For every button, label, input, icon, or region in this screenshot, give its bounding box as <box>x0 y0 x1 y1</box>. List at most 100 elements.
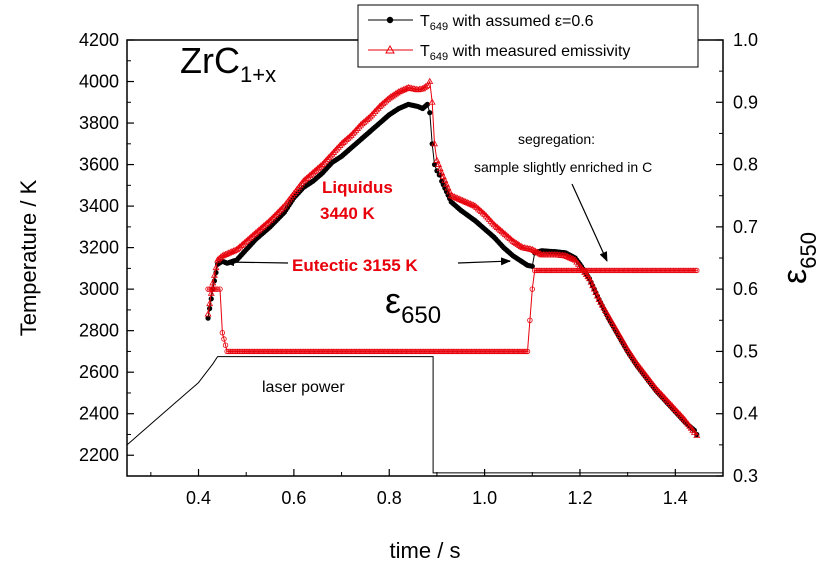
data-point <box>514 240 522 247</box>
data-point <box>269 213 277 220</box>
data-point <box>366 113 374 120</box>
data-point <box>322 157 330 164</box>
data-point <box>427 110 433 116</box>
svg-text:ε650: ε650 <box>776 232 821 284</box>
data-point <box>369 109 377 116</box>
legend-marker-red-triangle <box>385 44 395 54</box>
x-axis-ticks: 0.4 0.6 0.8 1.0 1.2 1.4 <box>150 469 688 508</box>
y-left-tick-label: 2800 <box>79 321 119 341</box>
data-point <box>268 215 276 222</box>
data-point <box>433 156 441 163</box>
data-point <box>435 160 442 167</box>
data-point <box>465 199 473 206</box>
x-tick-label: 1.4 <box>663 488 688 508</box>
annotation-eutectic: Eutectic 3155 K <box>292 256 418 275</box>
data-point <box>331 146 339 154</box>
data-point <box>336 141 344 148</box>
data-point <box>319 160 326 167</box>
data-point <box>457 196 465 203</box>
data-point <box>533 248 541 255</box>
data-point <box>323 155 331 162</box>
annotation-epsilon-symbol: ε <box>385 280 401 321</box>
data-point <box>221 336 227 342</box>
series-3 <box>126 356 723 474</box>
data-point <box>226 348 232 355</box>
legend-label-red: T649 with measured emissivity <box>420 43 630 63</box>
data-point <box>438 169 446 176</box>
data-point <box>455 195 463 202</box>
data-point <box>236 348 242 355</box>
y-right-tick-label: 0.8 <box>733 155 758 175</box>
data-point <box>450 193 458 200</box>
data-point <box>463 198 471 206</box>
y-left-tick-label: 2400 <box>79 404 119 424</box>
data-point <box>214 286 221 292</box>
chart-title-subscript: 1+x <box>240 62 276 87</box>
data-point <box>422 82 430 90</box>
data-point <box>238 348 244 355</box>
data-point <box>536 267 543 274</box>
data-point <box>527 317 533 323</box>
data-point <box>439 172 447 180</box>
data-point <box>274 208 282 215</box>
data-point <box>350 128 358 135</box>
data-point <box>447 191 455 199</box>
data-point <box>374 104 382 111</box>
data-point <box>387 93 395 100</box>
data-point <box>349 129 357 137</box>
y-right-axis-label-subscript: 650 <box>796 232 821 269</box>
data-point <box>529 286 535 292</box>
data-point <box>531 247 539 254</box>
data-point <box>528 245 536 253</box>
data-point <box>346 133 353 140</box>
data-point <box>441 176 449 183</box>
y-left-tick-label: 4200 <box>79 30 119 50</box>
data-point <box>550 267 556 274</box>
data-point <box>385 94 393 101</box>
y-left-tick-label: 3400 <box>79 196 119 216</box>
legend: T649 with assumed ε=0.6 T649 with measur… <box>357 4 699 68</box>
data-point <box>562 267 568 274</box>
data-point <box>454 194 462 201</box>
data-point <box>213 286 219 292</box>
data-point <box>535 249 543 256</box>
eutectic-arrow-right <box>457 257 511 266</box>
data-point <box>431 139 439 147</box>
y-right-tick-label: 0.5 <box>733 341 758 361</box>
x-tick-label: 1.0 <box>472 488 497 508</box>
data-point <box>272 210 280 217</box>
data-point <box>570 255 578 262</box>
data-point <box>586 274 593 282</box>
data-point <box>547 267 553 274</box>
data-point <box>219 330 226 336</box>
data-point <box>530 246 538 253</box>
y-left-axis-ticks: 2200 2400 2600 2800 3000 3200 3400 3600 3800 4000… <box>79 30 134 465</box>
data-point <box>390 91 398 98</box>
data-point <box>524 348 531 355</box>
data-point <box>234 348 241 355</box>
data-point <box>352 126 360 133</box>
data-point <box>529 263 535 269</box>
data-point <box>277 205 285 212</box>
x-tick-label: 1.2 <box>567 488 592 508</box>
y-right-tick-label: 0.3 <box>733 466 758 486</box>
data-point <box>227 348 234 355</box>
data-point <box>328 150 336 157</box>
data-point <box>205 315 211 321</box>
y-left-axis-label: Temperature / K <box>16 179 41 336</box>
data-point <box>426 77 434 84</box>
data-point <box>592 288 600 296</box>
data-point <box>209 279 217 286</box>
y-right-axis-ticks: 0.3 0.4 0.5 0.6 0.7 0.8 0.9 1.0 <box>716 30 758 486</box>
series-1 <box>204 77 701 438</box>
data-point <box>424 101 430 107</box>
data-point <box>545 267 551 274</box>
data-point <box>211 286 218 292</box>
data-point <box>222 342 229 348</box>
data-point <box>568 254 576 262</box>
data-point <box>333 145 341 152</box>
data-point <box>565 267 571 274</box>
data-point <box>531 267 538 274</box>
data-point <box>540 267 546 274</box>
data-point <box>347 131 355 138</box>
